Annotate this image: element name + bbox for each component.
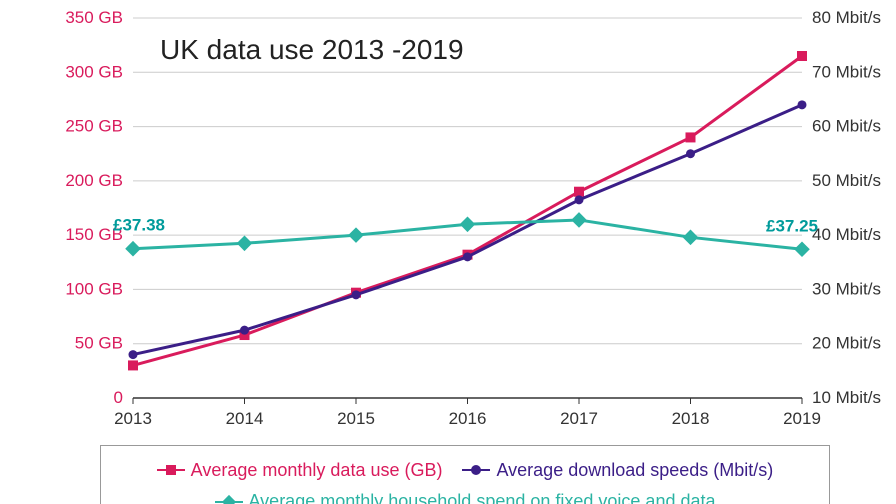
svg-text:70 Mbit/s: 70 Mbit/s bbox=[812, 62, 881, 81]
svg-text:50 Mbit/s: 50 Mbit/s bbox=[812, 171, 881, 190]
svg-text:£37.38: £37.38 bbox=[113, 216, 165, 235]
legend-swatch bbox=[462, 469, 490, 471]
svg-text:60 Mbit/s: 60 Mbit/s bbox=[812, 117, 881, 136]
legend-item-download_speed: Average download speeds (Mbit/s) bbox=[462, 457, 773, 484]
legend-label: Average monthly household spend on fixed… bbox=[249, 488, 716, 504]
chart-plot: 050 GB100 GB150 GB200 GB250 GB300 GB350 … bbox=[0, 0, 896, 440]
legend-label: Average download speeds (Mbit/s) bbox=[496, 457, 773, 484]
svg-text:2016: 2016 bbox=[449, 409, 487, 428]
legend-swatch bbox=[215, 501, 243, 503]
svg-text:20 Mbit/s: 20 Mbit/s bbox=[812, 334, 881, 353]
svg-text:£37.25: £37.25 bbox=[766, 216, 818, 235]
chart-legend: Average monthly data use (GB) Average dow… bbox=[100, 445, 830, 504]
legend-item-spend: Average monthly household spend on fixed… bbox=[215, 488, 716, 504]
legend-item-data_use: Average monthly data use (GB) bbox=[157, 457, 443, 484]
svg-text:2019: 2019 bbox=[783, 409, 821, 428]
svg-text:50 GB: 50 GB bbox=[75, 334, 123, 353]
svg-text:100 GB: 100 GB bbox=[65, 279, 123, 298]
svg-text:0: 0 bbox=[114, 388, 123, 407]
legend-label: Average monthly data use (GB) bbox=[191, 457, 443, 484]
svg-text:2017: 2017 bbox=[560, 409, 598, 428]
svg-text:300 GB: 300 GB bbox=[65, 62, 123, 81]
svg-text:200 GB: 200 GB bbox=[65, 171, 123, 190]
svg-text:2018: 2018 bbox=[672, 409, 710, 428]
legend-swatch bbox=[157, 469, 185, 471]
svg-text:2013: 2013 bbox=[114, 409, 152, 428]
svg-text:2015: 2015 bbox=[337, 409, 375, 428]
svg-text:2014: 2014 bbox=[226, 409, 264, 428]
svg-text:30 Mbit/s: 30 Mbit/s bbox=[812, 279, 881, 298]
svg-text:350 GB: 350 GB bbox=[65, 8, 123, 27]
chart-title: UK data use 2013 -2019 bbox=[160, 34, 464, 66]
chart-container: UK data use 2013 -2019 050 GB100 GB150 G… bbox=[0, 0, 896, 504]
svg-text:250 GB: 250 GB bbox=[65, 117, 123, 136]
svg-text:80 Mbit/s: 80 Mbit/s bbox=[812, 8, 881, 27]
svg-text:10 Mbit/s: 10 Mbit/s bbox=[812, 388, 881, 407]
svg-text:40 Mbit/s: 40 Mbit/s bbox=[812, 225, 881, 244]
